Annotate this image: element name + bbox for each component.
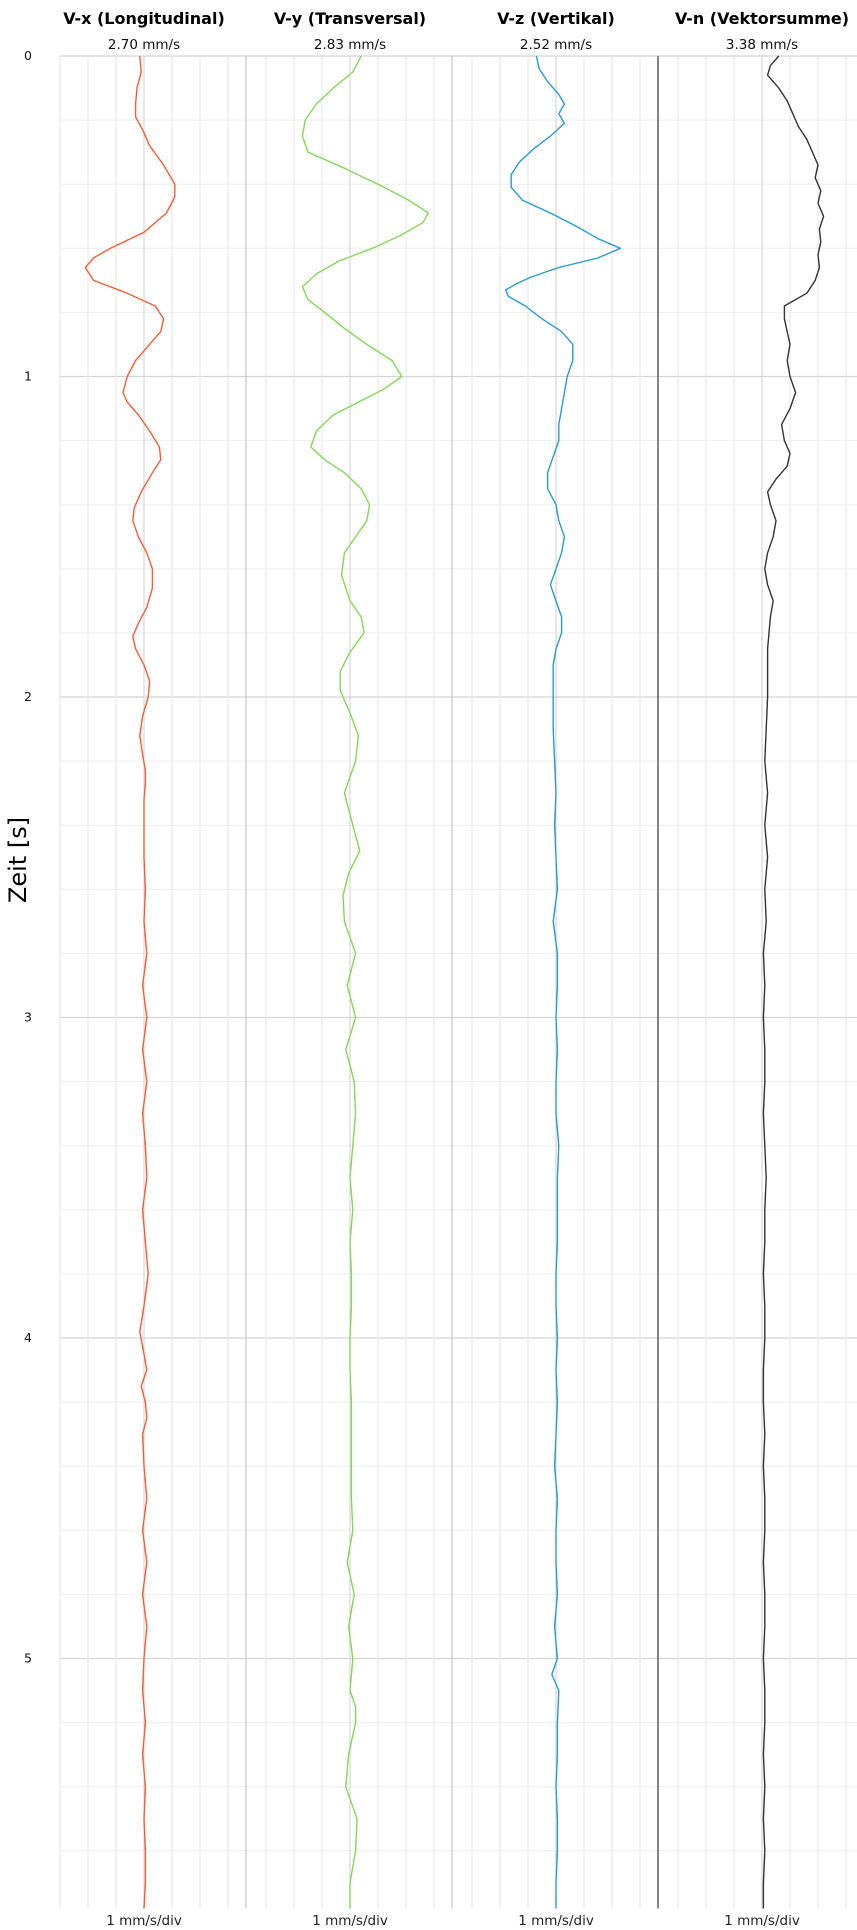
y-tick-label: 1	[24, 369, 32, 384]
panel-title: V-x (Longitudinal)	[63, 9, 225, 28]
peak-value-label: 2.70 mm/s	[108, 37, 180, 53]
scale-label: 1 mm/s/div	[312, 1913, 388, 1929]
panel-title: V-n (Vektorsumme)	[675, 9, 849, 28]
waveform-trace	[84, 55, 176, 1909]
waveform-trace	[762, 55, 825, 1909]
panel-title: V-z (Vertikal)	[497, 9, 615, 28]
peak-value-label: 2.83 mm/s	[314, 37, 386, 53]
panel-title: V-y (Transversal)	[274, 9, 426, 28]
y-tick-label: 2	[24, 689, 32, 704]
peak-value-label: 3.38 mm/s	[726, 37, 798, 53]
y-tick-label: 5	[24, 1651, 32, 1666]
waveform-trace	[301, 55, 430, 1909]
y-tick-label: 3	[24, 1010, 32, 1025]
scale-label: 1 mm/s/div	[106, 1913, 182, 1929]
scale-label: 1 mm/s/div	[724, 1913, 800, 1929]
scale-label: 1 mm/s/div	[518, 1913, 594, 1929]
y-axis-label: Zeit [s]	[4, 817, 32, 903]
peak-value-label: 2.52 mm/s	[520, 37, 592, 53]
y-tick-label: 0	[24, 48, 32, 63]
waveform-trace	[504, 55, 622, 1909]
y-tick-label: 4	[24, 1330, 32, 1345]
